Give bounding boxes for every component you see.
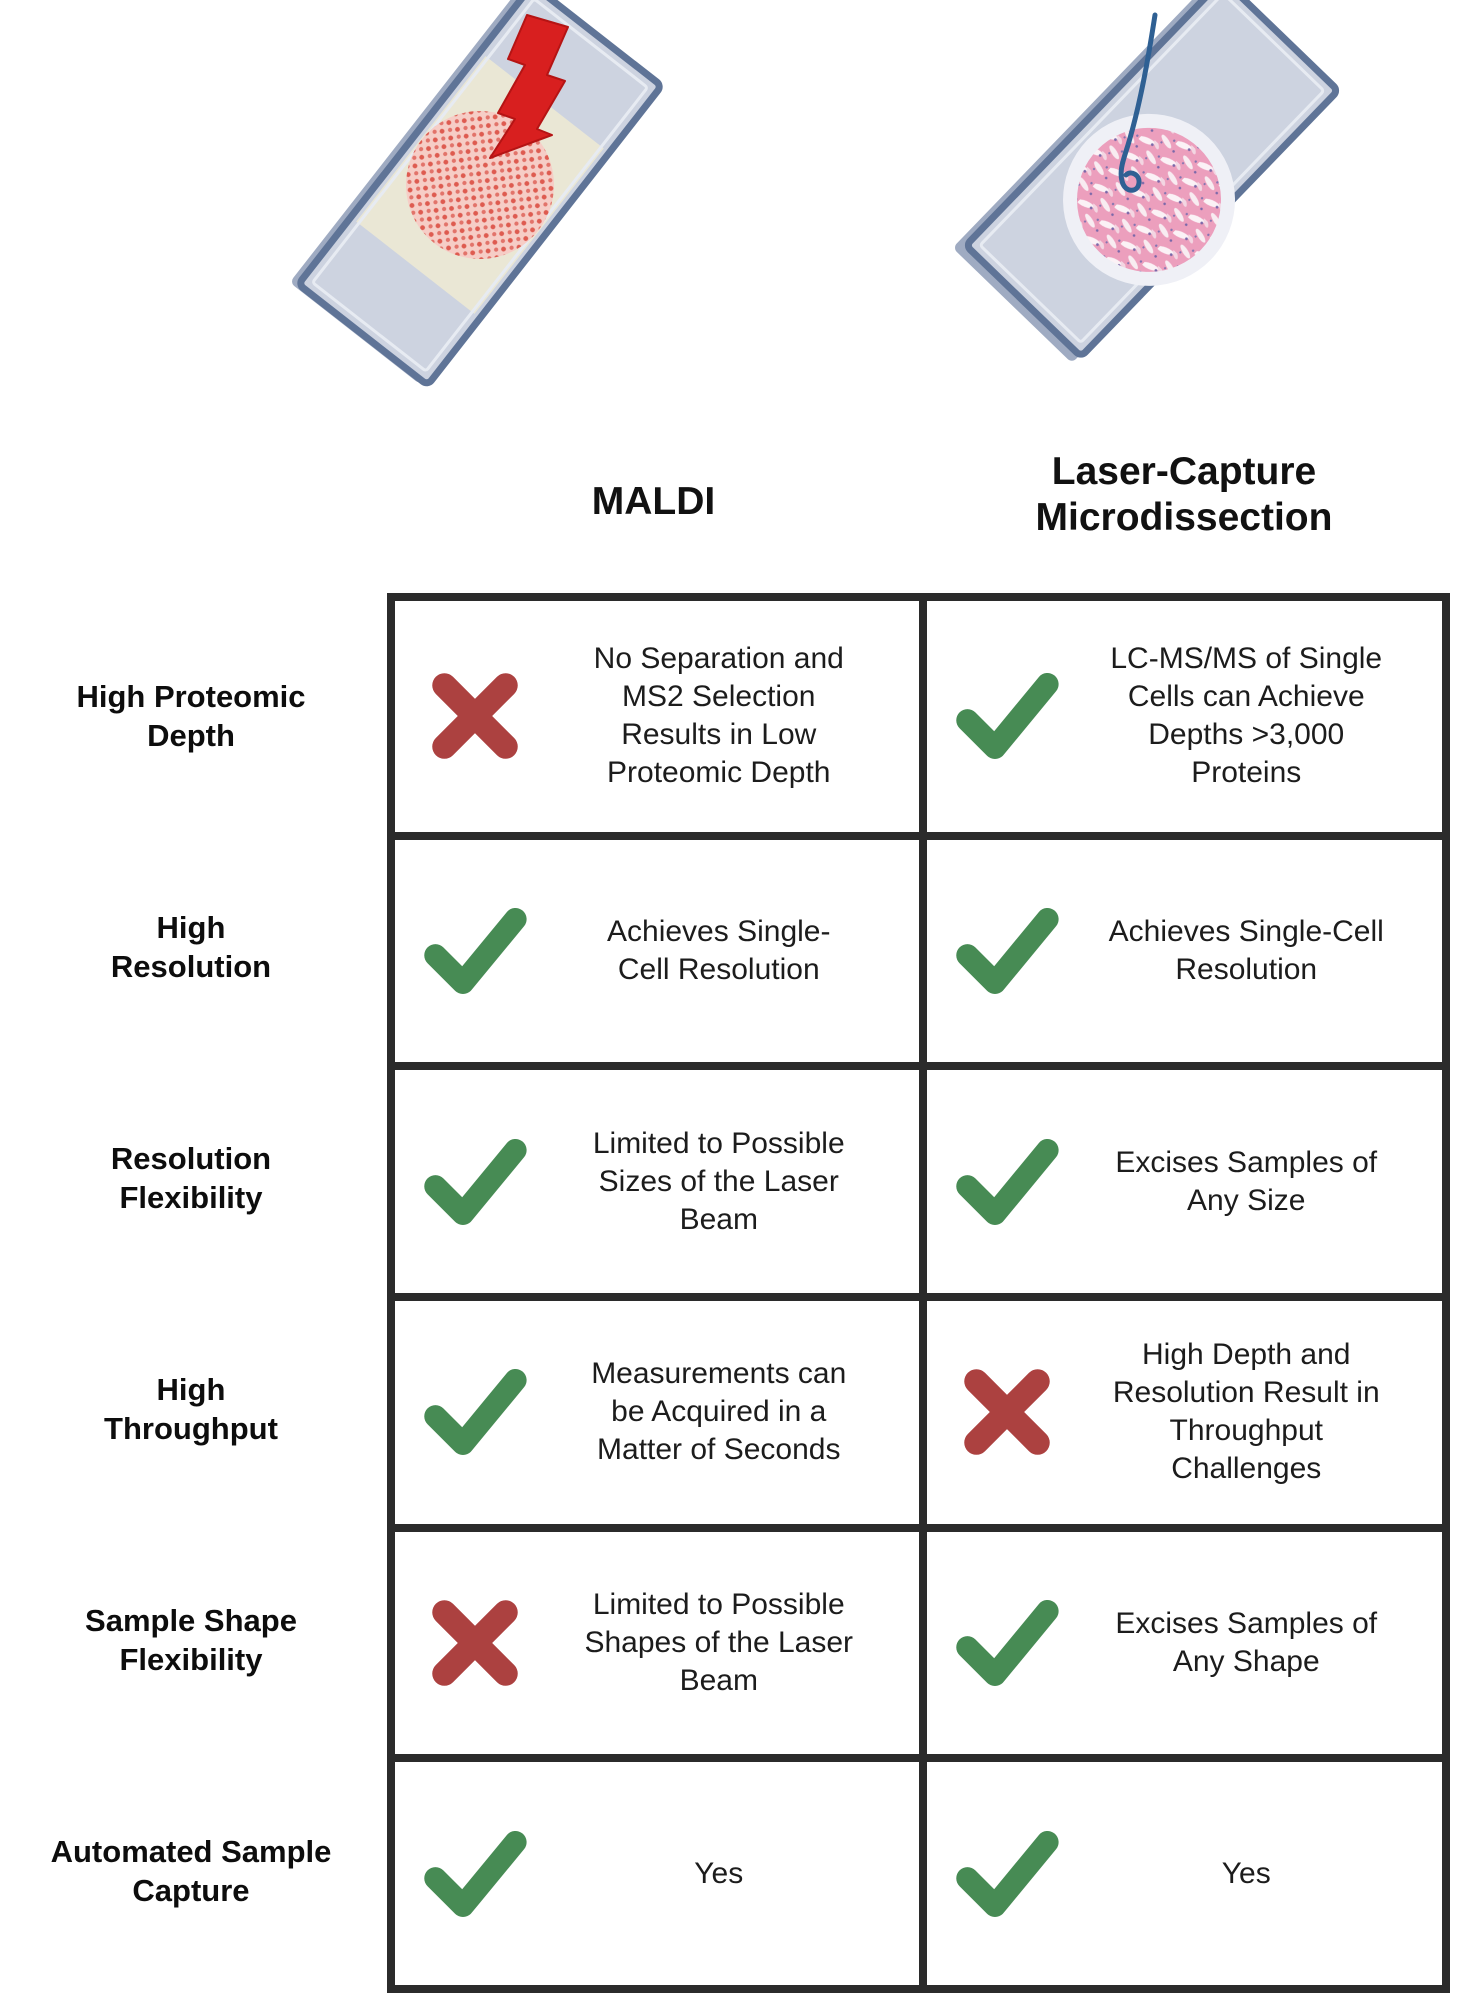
check-icon [955,1138,1059,1225]
cell-lcm: LC-MS/MS of Single Cells can Achieve Dep… [918,601,1442,832]
verdict-icon [949,1138,1065,1225]
cell-text: Achieves Single-Cell Resolution [1108,914,1384,986]
verdict-icon [417,1598,533,1688]
cell-lcm: Excises Samples of Any Size [918,1062,1442,1293]
lcm-column-header: Laser-Capture Microdissection [1035,450,1333,539]
check-icon [424,1369,527,1456]
check-icon [424,1138,527,1225]
verdict-icon [949,907,1065,994]
cell-lcm: Excises Samples of Any Shape [918,1523,1442,1755]
needle-icon [1118,12,1158,193]
cell-lcm: High Depth and Resolution Result in Thro… [918,1293,1442,1524]
cell-lcm: Yes [918,1754,1442,1985]
lcm-slide-illustration [930,0,1375,365]
cell-text: Yes [694,1856,744,1890]
cell-maldi: No Separation and MS2 Selection Results … [395,601,919,832]
check-icon [955,1599,1059,1686]
check-icon [955,673,1059,760]
cell-text: Yes [1221,1856,1271,1890]
row-label: Automated Sample Capture [50,1834,332,1908]
cell-text: Limited to Possible Shapes of the Laser … [584,1587,854,1698]
cell-text: Limited to Possible Sizes of the Laser B… [592,1126,845,1236]
cell-text: Excises Samples of Any Size [1115,1145,1378,1217]
check-icon [424,1830,527,1917]
cell-text: Excises Samples of Any Shape [1115,1606,1378,1678]
verdict-icon [417,907,533,994]
check-icon [955,1830,1059,1917]
check-icon [424,907,527,994]
cell-text: Measurements can be Acquired in a Matter… [591,1357,847,1467]
cell-text: LC-MS/MS of Single Cells can Achieve Dep… [1110,642,1383,790]
cell-maldi: Yes [395,1754,919,1985]
cell-lcm: Achieves Single-Cell Resolution [918,831,1442,1063]
cross-icon [432,673,518,760]
cell-maldi: Limited to Possible Shapes of the Laser … [395,1523,919,1755]
verdict-icon [949,1830,1065,1917]
cross-icon [432,1600,518,1686]
row-label: Resolution Flexibility [110,1141,272,1215]
cell-text: Achieves Single- Cell Resolution [607,914,831,986]
lcm-slide [955,0,1340,361]
cell-text: No Separation and MS2 Selection Results … [593,642,844,790]
tissue-sample [1077,127,1222,272]
check-icon [955,907,1059,994]
maldi-slide-svg [292,0,663,387]
maldi-slide-illustration [285,0,690,390]
row-label: High Throughput [104,1372,278,1446]
verdict-icon [417,1830,533,1917]
maldi-column-header: MALDI [591,480,716,523]
row-label: High Resolution [110,910,272,984]
row-label: High Proteomic Depth [76,679,306,753]
comparison-table: No Separation and MS2 Selection Results … [387,593,1450,1993]
verdict-icon [949,1367,1065,1457]
verdict-icon [417,1138,533,1225]
maldi-slide [292,0,663,387]
row-label: Sample Shape Flexibility [85,1603,297,1677]
cell-maldi: Limited to Possible Sizes of the Laser B… [395,1062,919,1293]
cell-maldi: Achieves Single- Cell Resolution [395,831,919,1063]
cross-icon [963,1369,1050,1456]
verdict-icon [949,1599,1065,1686]
lightning-bolt-icon [489,14,569,159]
cell-text: High Depth and Resolution Result in Thro… [1112,1338,1380,1486]
verdict-icon [949,673,1065,760]
verdict-icon [417,1369,533,1456]
lcm-slide-svg [955,0,1340,361]
cell-maldi: Measurements can be Acquired in a Matter… [395,1293,919,1524]
verdict-icon [417,671,533,761]
